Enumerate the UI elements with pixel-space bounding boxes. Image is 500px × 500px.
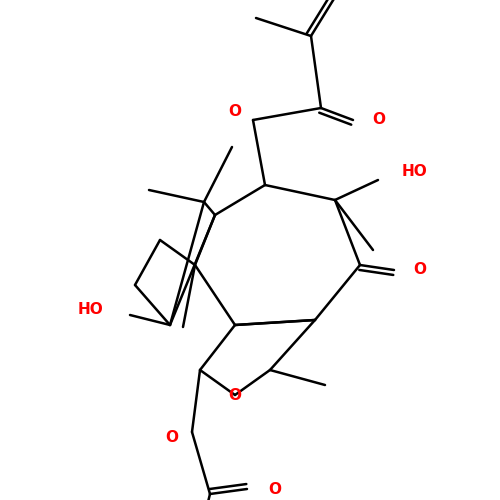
Text: O: O: [166, 430, 178, 444]
Text: O: O: [228, 388, 241, 402]
Text: O: O: [268, 482, 281, 496]
Text: HO: HO: [77, 302, 103, 318]
Text: O: O: [414, 262, 426, 278]
Text: HO: HO: [402, 164, 428, 180]
Text: O: O: [372, 112, 386, 128]
Text: O: O: [228, 104, 241, 120]
